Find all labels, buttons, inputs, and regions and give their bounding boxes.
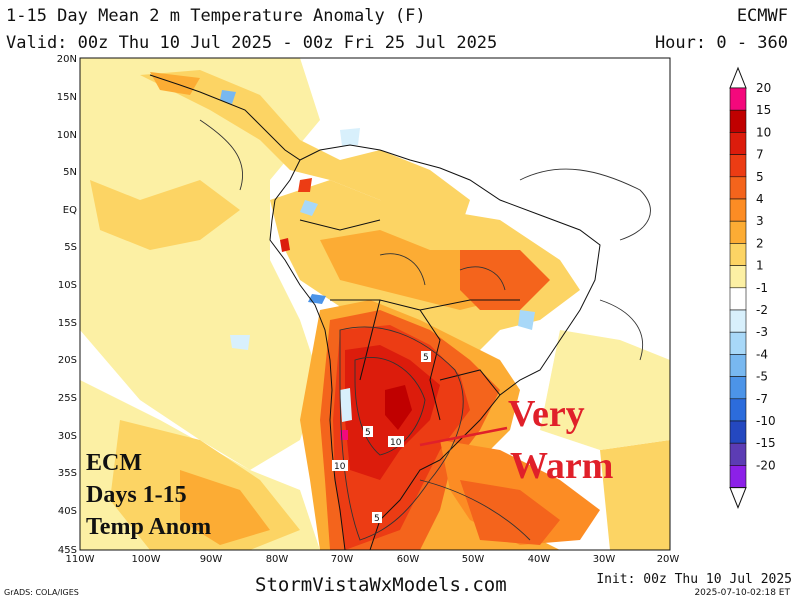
lat-label: 15N [57, 92, 77, 103]
colorbar-swatch [729, 442, 747, 466]
anomaly-field [80, 58, 670, 550]
colorbar-swatch [729, 265, 747, 289]
contour-label: 10 [334, 462, 346, 472]
colorbar-swatch [729, 176, 747, 200]
lon-label: 30W [593, 554, 616, 565]
lat-label: 45S [58, 545, 77, 556]
annotation-ecm: ECM Days 1-15 Temp Anom [86, 450, 211, 540]
lat-label: 30S [58, 431, 77, 442]
map-title: 1-15 Day Mean 2 m Temperature Anomaly (F… [6, 6, 426, 26]
colorbar-swatch [729, 354, 747, 377]
colorbar-label: -3 [756, 325, 768, 339]
colorbar-label: 20 [756, 81, 771, 95]
annotation-line: Very [508, 393, 585, 435]
lon-label: 110W [66, 554, 95, 565]
colorbar-label: 15 [756, 103, 771, 117]
latitude-axis: 20N 15N 10N 5N EQ 5S 10S 15S 20S 25S 30S… [57, 54, 77, 556]
valid-period: Valid: 00z Thu 10 Jul 2025 - 00z Fri 25 … [6, 33, 498, 53]
colorbar-label: -20 [756, 458, 776, 472]
colorbar: 20 15 10 7 5 4 3 2 1 -1 -2 -3 -4 -5 -7 -10 -15 -20 [729, 66, 776, 509]
annotation-line: Warm [510, 445, 613, 487]
colorbar-label: 2 [756, 236, 764, 250]
colorbar-swatch [729, 465, 747, 488]
colorbar-swatch [729, 154, 747, 178]
lat-label: 20N [57, 54, 77, 65]
annotation-arrow [419, 426, 508, 447]
colorbar-swatch [729, 398, 747, 422]
colorbar-label: -15 [756, 436, 776, 450]
lat-label: 25S [58, 393, 77, 404]
colorbar-swatch [729, 420, 747, 444]
colorbar-label: -7 [756, 392, 768, 406]
annotation-line: ECM [86, 450, 142, 476]
software-credit: GrADS: COLA/IGES [4, 588, 79, 597]
contour-label: 5 [374, 514, 380, 524]
contour-label: 5 [423, 353, 429, 363]
lat-label: EQ [63, 205, 77, 216]
lon-label: 40W [528, 554, 551, 565]
lon-label: 100W [132, 554, 161, 565]
colorbar-label: -4 [756, 347, 768, 361]
lon-label: 70W [331, 554, 354, 565]
forecast-hours: Hour: 0 - 360 [654, 33, 788, 53]
lat-label: 10N [57, 130, 77, 141]
colorbar-cap-top [729, 66, 747, 89]
colorbar-swatch [729, 132, 747, 155]
colorbar-label: -1 [756, 281, 768, 295]
contour-labels: 5 5 10 10 5 [332, 351, 431, 524]
site-name: StormVistaWxModels.com [255, 574, 507, 596]
colorbar-label: 10 [756, 125, 771, 139]
colorbar-label: 4 [756, 192, 764, 206]
colorbar-swatch [729, 331, 747, 355]
colorbar-swatch [729, 376, 747, 400]
colorbar-label: -5 [756, 370, 768, 384]
lat-label: 20S [58, 355, 77, 366]
lon-label: 20W [657, 554, 680, 565]
colorbar-label: 7 [756, 148, 764, 162]
colorbar-swatch [729, 198, 747, 222]
lon-label: 60W [397, 554, 420, 565]
colorbar-swatch [729, 287, 747, 311]
colorbar-swatch [729, 87, 747, 111]
contours [199, 119, 651, 541]
colorbar-label: 3 [756, 214, 764, 228]
timestamp: 2025-07-10-02:18 ET [694, 588, 790, 598]
colorbar-swatch [729, 309, 747, 333]
model-name: ECMWF [736, 6, 788, 26]
lat-label: 40S [58, 506, 77, 517]
init-time: Init: 00z Thu 10 Jul 2025 [596, 572, 792, 587]
map-frame [79, 57, 671, 551]
contour-label: 10 [390, 438, 402, 448]
colorbar-label: 5 [756, 170, 764, 184]
lon-label: 80W [266, 554, 289, 565]
lat-label: 10S [58, 280, 77, 291]
colorbar-label: 1 [756, 259, 764, 273]
contour-label: 5 [365, 428, 371, 438]
lat-label: 5N [63, 167, 77, 178]
annotation-very-warm: Very Warm [419, 393, 613, 487]
colorbar-cap-bottom [729, 487, 747, 509]
lat-label: 5S [64, 242, 77, 253]
colorbar-label: -2 [756, 303, 768, 317]
lon-label: 90W [200, 554, 223, 565]
longitude-axis: 110W 100W 90W 80W 70W 60W 50W 40W 30W 20… [66, 554, 680, 565]
annotation-line: Days 1-15 [86, 482, 187, 508]
colorbar-swatch [729, 109, 747, 133]
annotation-line: Temp Anom [86, 514, 211, 540]
colorbar-swatch [729, 243, 747, 266]
colorbar-label: -10 [756, 414, 776, 428]
lat-label: 15S [58, 318, 77, 329]
lon-label: 50W [462, 554, 485, 565]
colorbar-swatch [729, 220, 747, 244]
lat-label: 35S [58, 468, 77, 479]
